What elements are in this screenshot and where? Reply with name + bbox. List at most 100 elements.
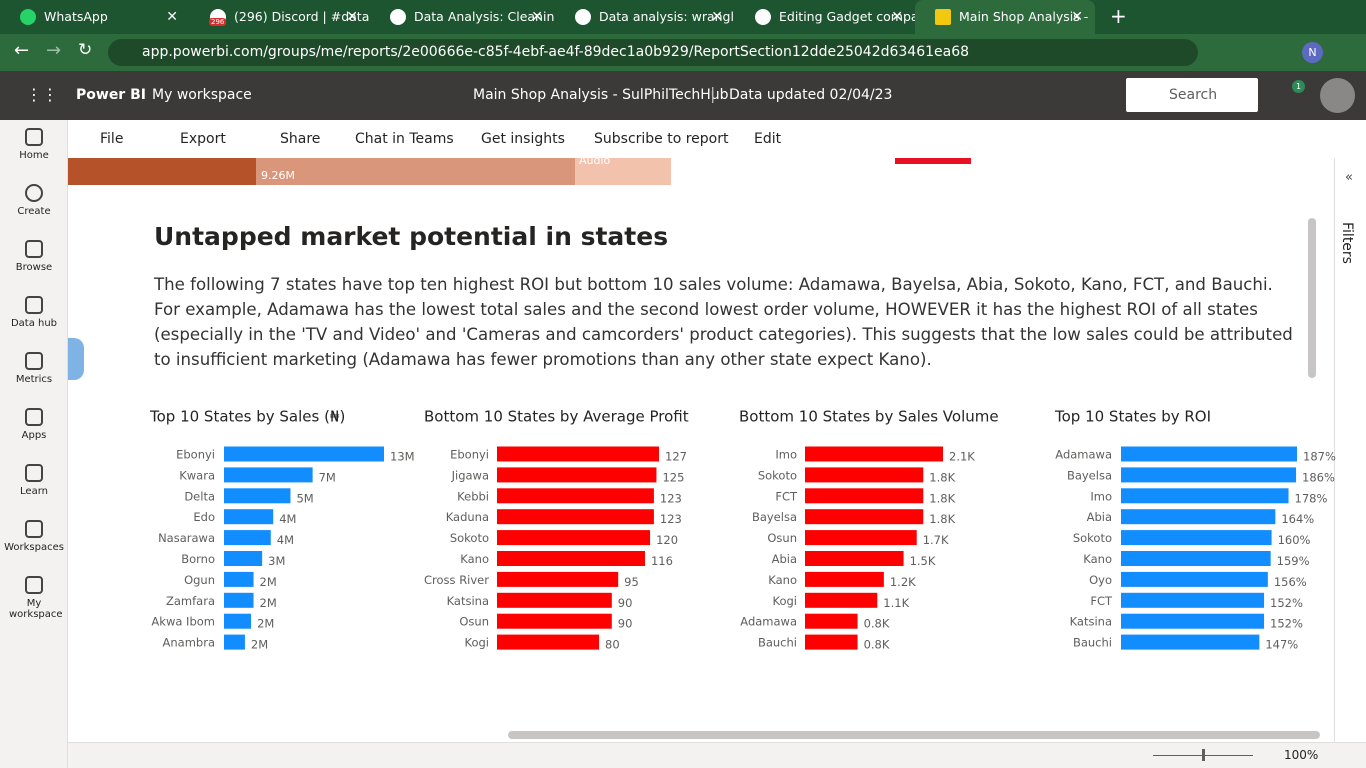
back-button[interactable]: ← xyxy=(14,40,30,61)
toolbar-button[interactable]: Share xyxy=(280,131,321,147)
tab-close[interactable]: ✕ xyxy=(166,9,178,25)
forward-button[interactable]: → xyxy=(46,40,62,61)
nav-item[interactable]: Home xyxy=(0,128,68,161)
toolbar-button[interactable]: Export xyxy=(180,131,226,147)
bar xyxy=(1121,509,1276,525)
value-label: 147% xyxy=(1265,638,1298,652)
nav-item[interactable]: Data hub xyxy=(0,296,68,329)
scrollbar[interactable] xyxy=(1308,218,1316,378)
value-label: 152% xyxy=(1270,596,1303,610)
data-updated[interactable]: Data updated 02/04/23 xyxy=(729,87,893,103)
value-label: 2M xyxy=(260,575,277,589)
tab-close[interactable]: ✕ xyxy=(891,9,903,25)
value-label: 4M xyxy=(279,512,296,526)
filters-label[interactable]: Filters xyxy=(1339,222,1355,264)
toolbar-button[interactable]: Edit xyxy=(754,131,782,147)
category-label: Kogi xyxy=(773,594,798,608)
value-label: 125 xyxy=(662,470,684,484)
tab-close[interactable]: ✕ xyxy=(346,9,358,25)
address-bar[interactable]: app.powerbi.com/groups/me/reports/2e0066… xyxy=(108,39,1198,66)
category-label: Kano xyxy=(460,552,489,566)
tab-close[interactable]: ✕ xyxy=(711,9,723,25)
value-label: 127 xyxy=(665,450,687,464)
bar xyxy=(224,571,254,587)
category-label: Kwara xyxy=(179,468,215,482)
value-label: 1.7K xyxy=(923,533,949,547)
bar xyxy=(1121,571,1268,587)
bar xyxy=(497,592,612,608)
h-scrollbar[interactable] xyxy=(508,731,1320,739)
chart-title: Bottom 10 States by Average Profit xyxy=(424,408,689,426)
nav-label: Data hub xyxy=(10,318,58,329)
profile-avatar[interactable]: N xyxy=(1302,42,1323,63)
bar xyxy=(497,530,651,546)
value-label: 2M xyxy=(260,596,277,610)
treemap-label: 9.26M xyxy=(261,169,295,182)
nav-item[interactable]: Create xyxy=(0,184,68,217)
toolbar-button[interactable]: Get insights xyxy=(481,131,565,147)
collapse-icon[interactable]: « xyxy=(1345,170,1353,185)
reload-button[interactable]: ↻ xyxy=(78,40,93,60)
toolbar-button[interactable]: Chat in Teams xyxy=(355,131,454,147)
partial-visual xyxy=(895,158,971,164)
bar xyxy=(224,551,263,566)
zoom-level: 100% xyxy=(1284,748,1319,762)
value-label: 164% xyxy=(1281,512,1314,526)
toolbar-button[interactable]: Subscribe to report xyxy=(594,131,729,147)
nav-item[interactable]: My workspace xyxy=(0,576,68,620)
brand[interactable]: Power BI xyxy=(76,87,146,103)
tab-badge: 296 xyxy=(209,18,227,26)
value-label: 0.8K xyxy=(864,617,890,631)
status-bar: 100% xyxy=(68,742,1366,768)
browser-tab[interactable]: Data Analysis: Cleanin ✕ xyxy=(370,0,555,34)
bar xyxy=(805,530,917,546)
value-label: 3M xyxy=(268,554,285,568)
category-label: Adamawa xyxy=(740,615,797,629)
user-avatar[interactable] xyxy=(1320,78,1355,113)
nav-item[interactable]: Metrics xyxy=(0,352,68,385)
value-label: 186% xyxy=(1302,470,1335,484)
bar xyxy=(224,467,313,483)
bar xyxy=(805,634,858,650)
workspace-link[interactable]: My workspace xyxy=(152,87,252,103)
tab-title: Main Shop Analysis - xyxy=(959,9,1089,24)
bar xyxy=(224,530,271,546)
new-tab[interactable]: + xyxy=(1110,4,1127,28)
nav-icon xyxy=(25,296,43,314)
value-label: 0.8K xyxy=(864,638,890,652)
browser-tab[interactable]: (296) Discord | #data- 296 ✕ xyxy=(190,0,370,34)
toolbar-button[interactable]: File xyxy=(100,131,124,147)
browser-tab[interactable]: Data analysis: wranglin ✕ xyxy=(555,0,735,34)
value-label: 7M xyxy=(319,470,336,484)
bar xyxy=(224,634,245,650)
value-label: 178% xyxy=(1295,491,1328,505)
tab-icon xyxy=(390,9,406,25)
browser-tab[interactable]: Editing Gadget compa ✕ xyxy=(735,0,915,34)
nav-label: Create xyxy=(17,206,51,217)
zoom-thumb[interactable] xyxy=(1202,749,1205,761)
category-label: Osun xyxy=(459,615,489,629)
value-label: 90 xyxy=(618,596,633,610)
bar xyxy=(224,446,384,462)
category-label: FCT xyxy=(1090,594,1113,608)
browser-tab[interactable]: Main Shop Analysis - ✕ xyxy=(915,0,1095,34)
nav-item[interactable]: Workspaces xyxy=(0,520,68,553)
browser-tab[interactable]: WhatsApp ✕ xyxy=(0,0,190,34)
search-box[interactable]: Search xyxy=(1126,78,1258,112)
treemap-tile xyxy=(575,158,671,185)
tab-close[interactable]: ✕ xyxy=(1071,9,1083,25)
category-label: Delta xyxy=(184,489,215,503)
value-label: 1.1K xyxy=(883,596,909,610)
nav-item[interactable]: Apps xyxy=(0,408,68,441)
filters-pane[interactable]: « Filters xyxy=(1334,158,1366,742)
app-launcher[interactable]: ⋮⋮ xyxy=(26,85,58,104)
bar xyxy=(1121,592,1265,608)
category-label: Oyo xyxy=(1089,573,1112,587)
value-label: 187% xyxy=(1303,450,1336,464)
nav-item[interactable]: Learn xyxy=(0,464,68,497)
tab-close[interactable]: ✕ xyxy=(531,9,543,25)
bar xyxy=(1121,551,1271,566)
section-body: The following 7 states have top ten high… xyxy=(154,275,1293,369)
nav-item[interactable]: Browse xyxy=(0,240,68,273)
value-label: 159% xyxy=(1277,554,1310,568)
